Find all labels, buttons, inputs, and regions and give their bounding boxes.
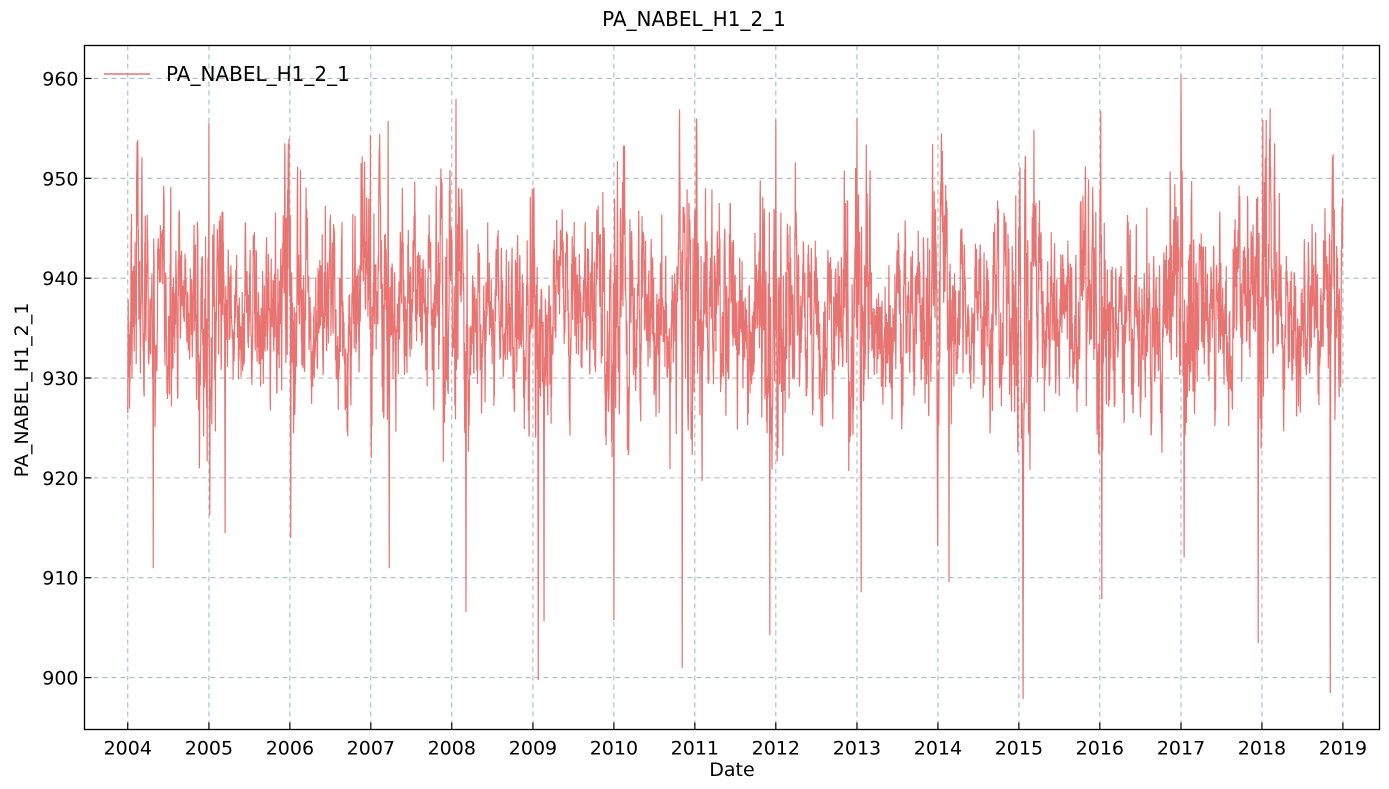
y-tick-label: 900 xyxy=(42,668,78,690)
x-tick-label: 2016 xyxy=(1076,738,1124,760)
chart-title: PA_NABEL_H1_2_1 xyxy=(602,7,786,31)
x-tick-label: 2005 xyxy=(185,738,233,760)
legend-entry-label: PA_NABEL_H1_2_1 xyxy=(166,62,350,86)
y-tick-label: 920 xyxy=(42,468,78,490)
x-tick-label: 2008 xyxy=(428,738,476,760)
y-tick-label: 910 xyxy=(42,568,78,590)
x-tick-label: 2009 xyxy=(509,738,557,760)
x-tick-label: 2010 xyxy=(590,738,638,760)
plot-frame xyxy=(83,44,1381,731)
x-tick-label: 2011 xyxy=(671,738,719,760)
x-axis-title: Date xyxy=(709,759,754,781)
y-tick-label: 960 xyxy=(42,68,78,90)
series-line xyxy=(127,74,1344,700)
x-tick-label: 2015 xyxy=(995,738,1043,760)
y-tick-label: 930 xyxy=(42,368,78,390)
y-tick-label: 950 xyxy=(42,168,78,190)
x-tick-label: 2017 xyxy=(1157,738,1205,760)
x-tick-label: 2006 xyxy=(266,738,314,760)
x-tick-label: 2013 xyxy=(833,738,881,760)
x-tick-label: 2007 xyxy=(347,738,395,760)
series-layer xyxy=(127,74,1344,700)
x-tick-label: 2014 xyxy=(914,738,962,760)
x-tick-label: 2018 xyxy=(1238,738,1286,760)
x-tick-label: 2019 xyxy=(1319,738,1367,760)
y-tick-label: 940 xyxy=(42,268,78,290)
legend: PA_NABEL_H1_2_1 xyxy=(104,62,350,86)
x-tick-label: 2012 xyxy=(752,738,800,760)
y-axis-title: PA_NABEL_H1_2_1 xyxy=(11,303,33,478)
axis-ticks: 2004 2005 2006 2007 2008 2009 2010 2011 2012 2013… xyxy=(42,68,1367,759)
x-tick-label: 2004 xyxy=(104,738,152,760)
